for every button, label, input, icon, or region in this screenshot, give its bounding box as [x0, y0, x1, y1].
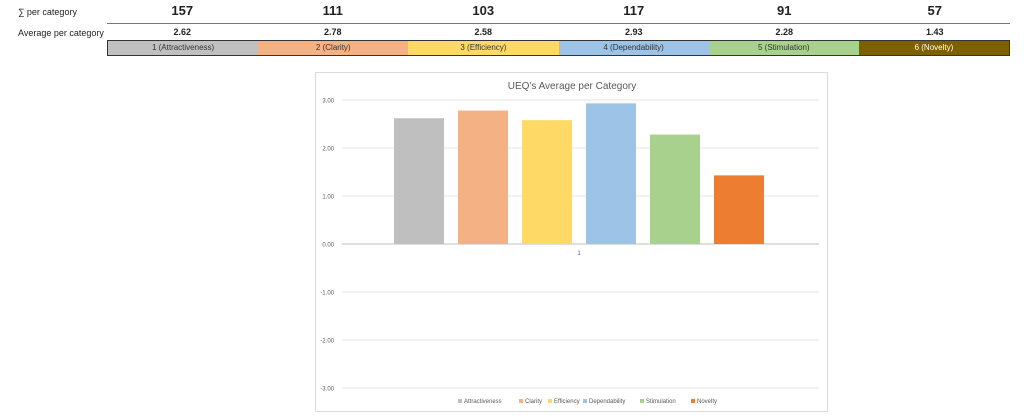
y-tick-label: -2.00: [320, 339, 334, 345]
y-tick-label: 2.00: [322, 147, 334, 153]
category-cell: 3 (Efficiency): [408, 41, 559, 55]
chart-svg: UEQ's Average per Category -3.00 -2.00 -1.0…: [320, 81, 819, 405]
category-cell: 5 (Stimulation): [708, 41, 859, 55]
x-category-label: 1: [577, 251, 581, 257]
y-tick-label: -3.00: [320, 387, 334, 393]
avg-cell: 2.62: [173, 27, 192, 37]
avg-cell: 2.93: [624, 27, 643, 37]
y-tick-label: 0.00: [322, 243, 334, 249]
categories-row: 1 (Attractiveness) 2 (Clarity) 3 (Efficien…: [107, 40, 1010, 56]
sum-cell: 91: [777, 3, 792, 18]
sum-cell: 111: [322, 3, 343, 18]
averages-row: 2.62 2.78 2.58 2.93 2.28 1.43: [107, 27, 1010, 37]
bar-dependability: [586, 103, 636, 244]
bar-novelty: [714, 175, 764, 244]
y-tick-label: 3.00: [322, 99, 334, 105]
sum-cell: 57: [927, 3, 942, 18]
legend-label: Novelty: [697, 399, 717, 405]
divider: [107, 23, 1010, 24]
avg-cell: 2.58: [474, 27, 493, 37]
sums-row: 157 111 103 117 91 57: [107, 3, 1010, 18]
legend-swatch: [548, 399, 552, 403]
sum-cell: 103: [472, 3, 495, 18]
legend-label: Efficiency: [554, 399, 580, 405]
legend-swatch: [458, 399, 462, 403]
y-tick-label: 1.00: [322, 195, 334, 201]
sum-label: ∑ per category: [18, 7, 77, 17]
bar-efficiency: [522, 120, 572, 244]
avg-cell: 2.78: [323, 27, 342, 37]
category-cell: 4 (Dependability): [558, 41, 709, 55]
legend-label: Stimulation: [646, 399, 676, 405]
chart: UEQ's Average per Category -3.00 -2.00 -1.0…: [315, 72, 828, 412]
legend-label: Attractiveness: [464, 399, 502, 405]
chart-title: UEQ's Average per Category: [508, 81, 636, 92]
category-cell: 6 (Novelty): [858, 41, 1010, 55]
y-tick-label: -1.00: [320, 291, 334, 297]
category-cell: 1 (Attractiveness): [108, 41, 259, 55]
legend-swatch: [519, 399, 523, 403]
sum-cell: 157: [171, 3, 194, 18]
avg-cell: 1.43: [925, 27, 944, 37]
category-cell: 2 (Clarity): [258, 41, 409, 55]
legend-swatch: [640, 399, 644, 403]
legend-label: Dependability: [589, 399, 625, 405]
avg-label: Average per category: [18, 28, 104, 38]
bar-stimulation: [650, 134, 700, 244]
legend-swatch: [691, 399, 695, 403]
legend-swatch: [583, 399, 587, 403]
bar-attractiveness: [394, 118, 444, 244]
legend-label: Clarity: [525, 399, 542, 405]
avg-cell: 2.28: [775, 27, 794, 37]
bar-clarity: [458, 110, 508, 244]
sum-cell: 117: [623, 3, 645, 18]
